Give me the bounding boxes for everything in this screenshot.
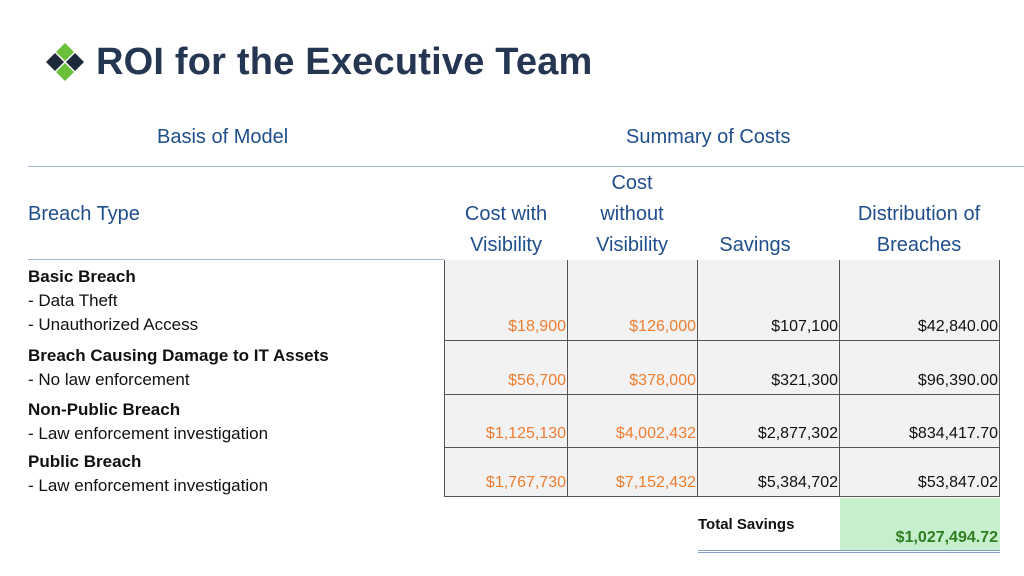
column-header-savings: Savings	[719, 234, 791, 256]
page-title: ROI for the Executive Team	[96, 40, 593, 83]
table-cell-cost-with: $18,900	[444, 260, 568, 341]
column-header-distribution: Distribution of Breaches	[857, 203, 981, 256]
table-cell-cost-with: $1,125,130	[444, 395, 568, 448]
column-header-breach-type: Breach Type	[28, 203, 140, 225]
header-divider-top	[28, 166, 1024, 167]
row-label-public-breach: Public Breach - Law enforcement investig…	[28, 452, 269, 495]
column-header-cost-with-visibility: Cost with Visibility	[464, 203, 548, 256]
cost-table: $18,900 $126,000 $107,100 $42,840.00 $56…	[444, 260, 1000, 497]
table-cell-cost-without: $378,000	[568, 341, 698, 395]
total-double-underline	[698, 550, 1000, 553]
column-header-cost-without-visibility: Cost without Visibility	[596, 172, 668, 256]
table-cell-savings: $2,877,302	[698, 395, 840, 448]
table-cell-distribution: $96,390.00	[840, 341, 1000, 395]
total-savings-label: Total Savings	[698, 516, 795, 533]
slide-header: ROI for the Executive Team	[44, 38, 593, 86]
row-label-it-assets-breach: Breach Causing Damage to IT Assets - No …	[28, 346, 329, 389]
row-label-basic-breach: Basic Breach - Data Theft - Unauthorized…	[28, 267, 199, 334]
table-cell-cost-without: $4,002,432	[568, 395, 698, 448]
table-cell-distribution: $834,417.70	[840, 395, 1000, 448]
total-savings-value: $1,027,494.72	[840, 498, 1000, 550]
table-cell-cost-without: $7,152,432	[568, 448, 698, 497]
table-cell-cost-with: $1,767,730	[444, 448, 568, 497]
table-cell-savings: $107,100	[698, 260, 840, 341]
table-cell-savings: $5,384,702	[698, 448, 840, 497]
table-cell-savings: $321,300	[698, 341, 840, 395]
header-divider-bottom	[28, 259, 444, 260]
table-cell-distribution: $53,847.02	[840, 448, 1000, 497]
table-cell-cost-without: $126,000	[568, 260, 698, 341]
table-cell-distribution: $42,840.00	[840, 260, 1000, 341]
row-label-non-public-breach: Non-Public Breach - Law enforcement inve…	[28, 400, 269, 443]
section-summary-of-costs: Summary of Costs	[626, 126, 791, 148]
section-basis-of-model: Basis of Model	[157, 126, 289, 148]
table-cell-cost-with: $56,700	[444, 341, 568, 395]
company-logo-icon	[44, 41, 86, 83]
